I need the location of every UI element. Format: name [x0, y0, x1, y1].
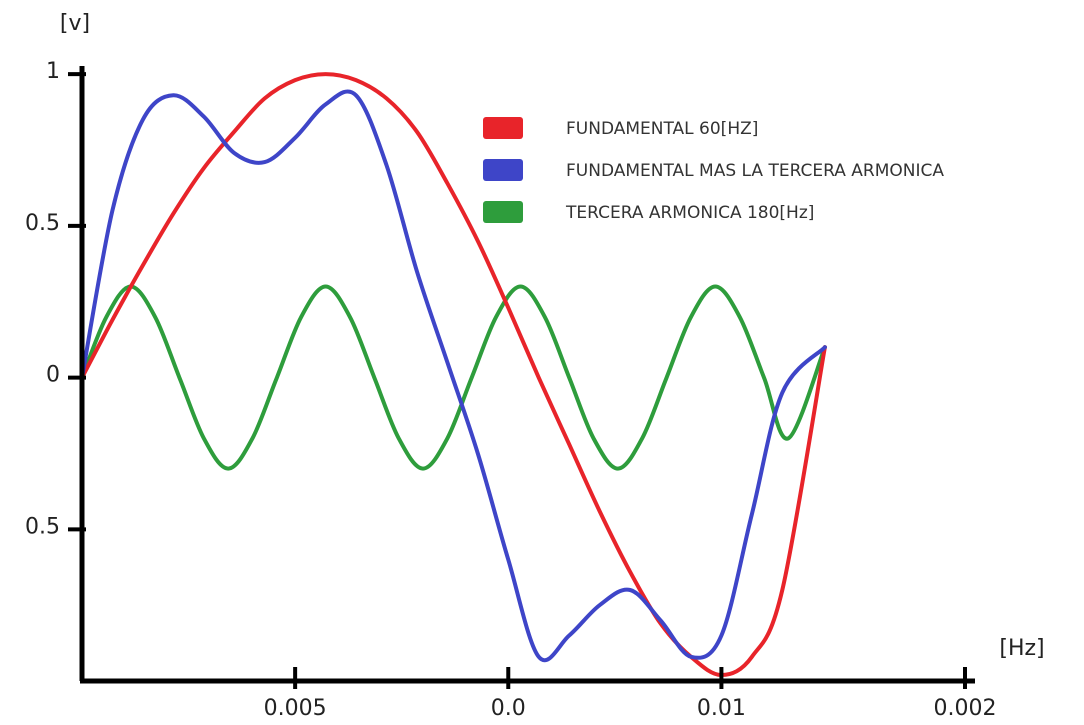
series-layer — [80, 72, 827, 677]
legend-swatch — [483, 159, 523, 181]
series-line-3 — [80, 284, 827, 471]
y-tick-label: 0.5 — [25, 514, 60, 539]
legend-swatch — [483, 201, 523, 223]
series-line-1 — [80, 72, 827, 677]
x-tick-label: 0.005 — [264, 696, 327, 721]
y-tick-label: 0 — [46, 363, 60, 388]
y-tick-label: 1 — [46, 59, 60, 84]
legend-swatch — [483, 117, 523, 139]
series-line-2 — [80, 89, 827, 662]
legend: FUNDAMENTAL 60[HZ] FUNDAMENTAL MAS LA TER… — [483, 117, 944, 223]
x-tick-label: 0.01 — [697, 696, 746, 721]
y-axis-title: [v] — [60, 11, 90, 36]
x-axis-title: [Hz] — [999, 636, 1044, 661]
x-tick-label: 0.0 — [491, 696, 526, 721]
x-tick-label: 0.002 — [934, 696, 997, 721]
legend-label: FUNDAMENTAL 60[HZ] — [566, 119, 758, 139]
axes-layer: 1 0.5 0 0.5 0.005 0.0 0.01 0.002 [v] [Hz] — [25, 11, 1045, 721]
y-tick-label: 0.5 — [25, 211, 60, 236]
legend-label: TERCERA ARMONICA 180[Hz] — [565, 203, 814, 223]
legend-label: FUNDAMENTAL MAS LA TERCERA ARMONICA — [566, 161, 944, 181]
